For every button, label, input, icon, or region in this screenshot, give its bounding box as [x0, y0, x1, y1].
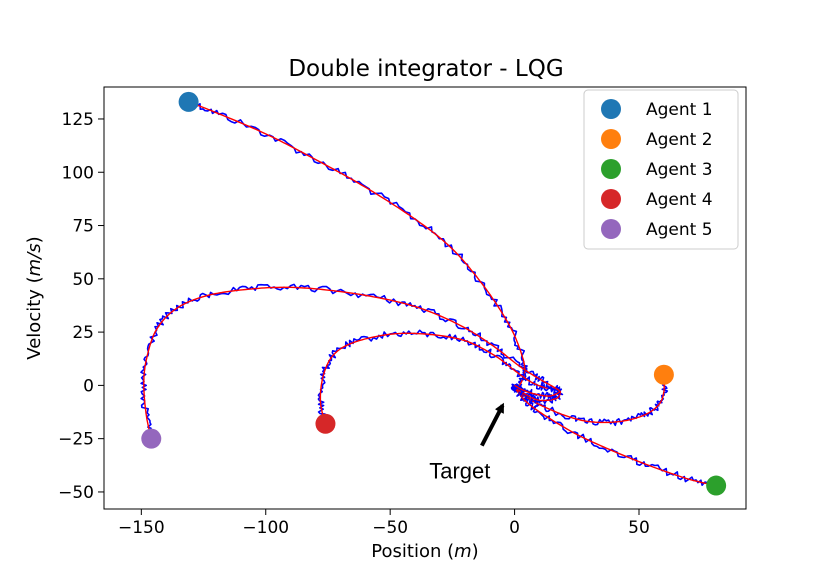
y-axis: −50 −25 0 25 50 75 100 125 [58, 110, 104, 503]
filtered-trajectory-agent-5 [143, 286, 561, 439]
legend-marker-agent-5 [601, 219, 621, 239]
filtered-trajectory-agent-3 [513, 384, 717, 487]
start-marker-agent-1 [178, 91, 199, 112]
x-tick-label: −100 [242, 518, 289, 538]
noisy-trajectory-agent-1 [187, 100, 528, 393]
x-axis-unit: m [454, 541, 472, 562]
y-tick-label: −25 [58, 430, 94, 450]
filtered-trajectory-agent-4 [319, 332, 562, 424]
y-tick-label: 50 [72, 270, 94, 290]
start-marker-agent-5 [141, 428, 162, 449]
x-tick-label: −150 [118, 518, 165, 538]
plot-frame [103, 86, 747, 510]
target-annotation: Target [429, 402, 505, 484]
target-arrow [480, 402, 505, 447]
start-marker-layer [141, 91, 727, 496]
y-tick-label: 0 [83, 376, 94, 396]
x-tick-label: 0 [509, 518, 520, 538]
noisy-trajectory-agent-4 [317, 329, 564, 425]
start-marker-agent-4 [315, 413, 336, 434]
x-tick-label: 50 [628, 518, 650, 538]
legend-label-agent-3: Agent 3 [646, 160, 713, 180]
x-axis: −150 −100 −50 0 50 [118, 509, 650, 538]
start-marker-agent-2 [653, 364, 674, 385]
trajectory-layer [140, 100, 717, 487]
chart-title: Double integrator - LQG [288, 56, 563, 82]
noisy-trajectory-agent-3 [511, 383, 717, 486]
legend-marker-agent-2 [601, 129, 621, 149]
y-axis-unit: m/s [24, 243, 45, 276]
legend-marker-agent-3 [601, 159, 621, 179]
legend-label-agent-2: Agent 2 [646, 130, 713, 150]
y-tick-label: −50 [58, 483, 94, 503]
legend-marker-agent-1 [601, 99, 621, 119]
legend-marker-agent-4 [601, 189, 621, 209]
legend: Agent 1 Agent 2 Agent 3 Agent 4 Agent 5 [583, 89, 739, 250]
y-tick-label: 100 [62, 163, 94, 183]
filtered-trajectory-agent-1 [188, 101, 526, 391]
noisy-trajectory-agent-5 [140, 283, 563, 440]
x-axis-label: Position (m) [371, 541, 478, 562]
y-tick-label: 125 [62, 110, 94, 130]
y-tick-label: 25 [72, 323, 94, 343]
y-axis-label: Velocity (m/s) [24, 236, 45, 359]
legend-label-agent-1: Agent 1 [646, 100, 713, 120]
legend-label-agent-4: Agent 4 [646, 190, 713, 210]
start-marker-agent-3 [706, 475, 727, 496]
x-tick-label: −50 [372, 518, 408, 538]
legend-label-agent-5: Agent 5 [646, 220, 713, 240]
y-tick-label: 75 [72, 217, 94, 237]
legend-box [583, 89, 739, 250]
target-label: Target [429, 459, 490, 484]
